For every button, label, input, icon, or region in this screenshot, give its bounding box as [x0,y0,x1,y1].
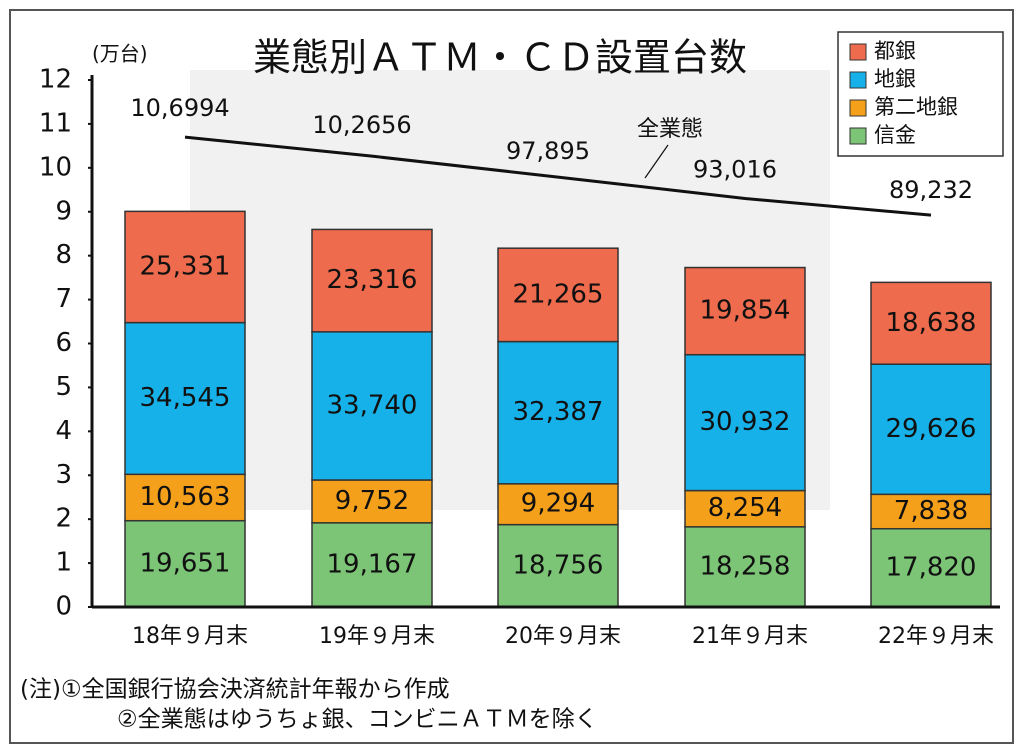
data-label: 21,265 [513,279,604,309]
x-tick-label: 18年９月末 [132,624,248,649]
data-label: 32,387 [513,397,604,427]
y-tick-label: 10 [39,152,72,182]
data-label: 18,638 [886,308,977,338]
bar-segment [497,247,619,343]
data-label: 23,316 [327,265,418,295]
data-label: 9,294 [521,489,595,519]
bar-segment [684,353,806,492]
y-tick-label: 8 [55,240,72,270]
bar-segment [870,281,992,365]
data-label: 19,651 [140,548,231,578]
x-tick-label: 21年９月末 [692,624,808,649]
note: (注)①全国銀行協会決済統計年報から作成 [20,677,450,703]
y-tick-label: 2 [55,504,72,534]
bar-segment [684,266,806,356]
y-tick-label: 3 [55,460,72,490]
y-unit-label: (万台) [92,42,148,66]
bar-segment [870,493,992,530]
chart-title: 業態別ＡＴＭ・ＣＤ設置台数 [253,36,747,80]
note: ②全業態はゆうちょ銀、コンビニＡＴＭを除く [117,707,598,733]
total-label: 10,6994 [130,94,229,122]
data-label: 9,752 [335,486,409,516]
bar-segment [497,340,619,485]
bar-segment [124,473,246,522]
bar-segment [311,331,433,481]
y-tick-label: 0 [55,592,72,622]
data-label: 17,820 [886,552,977,582]
annotation-leader [644,144,669,179]
data-label: 29,626 [886,414,977,444]
bar-segment [497,523,619,608]
y-tick-label: 4 [55,416,72,446]
data-label: 33,740 [327,390,418,420]
y-tick-label: 1 [55,548,72,578]
total-label: 93,016 [693,156,777,184]
y-tick-label: 5 [55,372,72,402]
y-tick-label: 12 [39,65,72,95]
bar-segment [870,363,992,496]
bar-segment [311,228,433,333]
y-tick-label: 6 [55,328,72,358]
line-annotation: 全業態 [637,117,703,142]
data-label: 30,932 [700,407,791,437]
data-label: 19,854 [700,296,791,326]
x-tick-label: 22年９月末 [878,624,994,649]
data-label: 10,563 [140,482,231,512]
legend-swatch [849,43,867,61]
total-label: 97,895 [506,137,590,165]
bar-segment [684,526,806,608]
y-tick-label: 7 [55,284,72,314]
bar-segment [124,210,246,324]
y-tick-label: 9 [55,196,72,226]
data-label: 19,167 [327,549,418,579]
data-label: 8,254 [708,493,782,523]
bar-segment [124,321,246,476]
legend-label: 地銀 [874,67,916,91]
data-label: 18,258 [700,551,791,581]
data-label: 34,545 [140,383,231,413]
y-tick-label: 11 [39,108,72,138]
data-label: 18,756 [513,550,604,580]
x-tick-label: 19年９月末 [319,624,435,649]
legend-swatch [849,127,867,145]
total-label: 10,2656 [312,111,411,139]
data-label: 25,331 [140,251,231,281]
total-label: 89,232 [889,176,973,204]
legend-swatch [849,71,867,89]
x-tick-label: 20年９月末 [505,624,621,649]
total-line [184,135,932,217]
legend-label: 都銀 [874,39,916,63]
legend-label: 第二地銀 [874,95,958,119]
data-label: 7,838 [894,496,968,526]
legend-swatch [849,99,867,117]
bar-segment [684,489,806,528]
bar-segment [311,522,433,608]
legend-label: 信金 [874,123,916,147]
